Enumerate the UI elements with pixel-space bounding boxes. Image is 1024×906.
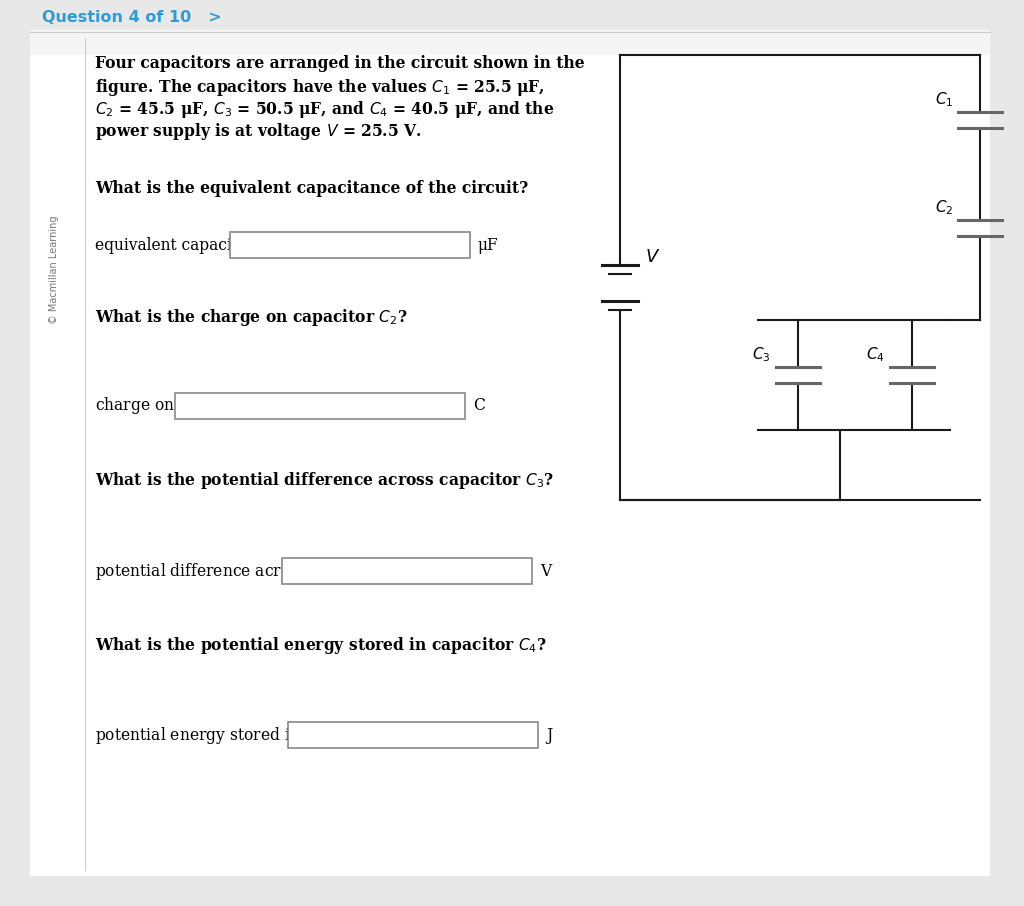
Text: V: V	[540, 563, 551, 580]
Text: C: C	[473, 398, 485, 415]
Text: $C_3$: $C_3$	[753, 345, 771, 364]
Text: figure. The capacitors have the values $C_1$ = 25.5 μF,: figure. The capacitors have the values $…	[95, 77, 545, 98]
Text: What is the equivalent capacitance of the circuit?: What is the equivalent capacitance of th…	[95, 180, 528, 197]
Text: J: J	[546, 727, 552, 744]
Text: $C_4$: $C_4$	[866, 345, 885, 364]
Text: What is the charge on capacitor $C_2$?: What is the charge on capacitor $C_2$?	[95, 307, 408, 328]
Text: charge on $C_2$:: charge on $C_2$:	[95, 396, 203, 417]
Text: μF: μF	[478, 236, 499, 254]
Text: potential energy stored in $C_4$:: potential energy stored in $C_4$:	[95, 725, 328, 746]
Text: Question 4 of 10   >: Question 4 of 10 >	[42, 9, 221, 24]
Text: © Macmillan Learning: © Macmillan Learning	[49, 216, 59, 324]
Text: $V$: $V$	[645, 248, 660, 266]
Text: What is the potential energy stored in capacitor $C_4$?: What is the potential energy stored in c…	[95, 635, 547, 656]
Text: Four capacitors are arranged in the circuit shown in the: Four capacitors are arranged in the circ…	[95, 55, 585, 72]
Text: $C_2$: $C_2$	[935, 198, 953, 217]
Bar	[288, 722, 538, 748]
Text: $C_1$: $C_1$	[935, 91, 953, 109]
Text: $C_2$ = 45.5 μF, $C_3$ = 50.5 μF, and $C_4$ = 40.5 μF, and the: $C_2$ = 45.5 μF, $C_3$ = 50.5 μF, and $C…	[95, 99, 554, 120]
Bar	[30, 30, 990, 55]
Bar	[230, 232, 470, 258]
Bar	[175, 393, 465, 419]
Text: power supply is at voltage $V$ = 25.5 V.: power supply is at voltage $V$ = 25.5 V.	[95, 121, 422, 142]
Text: What is the potential difference across capacitor $C_3$?: What is the potential difference across …	[95, 470, 554, 491]
Bar	[282, 558, 532, 584]
Text: potential difference across $C_3$:: potential difference across $C_3$:	[95, 561, 334, 582]
Text: equivalent capacitance:: equivalent capacitance:	[95, 236, 280, 254]
